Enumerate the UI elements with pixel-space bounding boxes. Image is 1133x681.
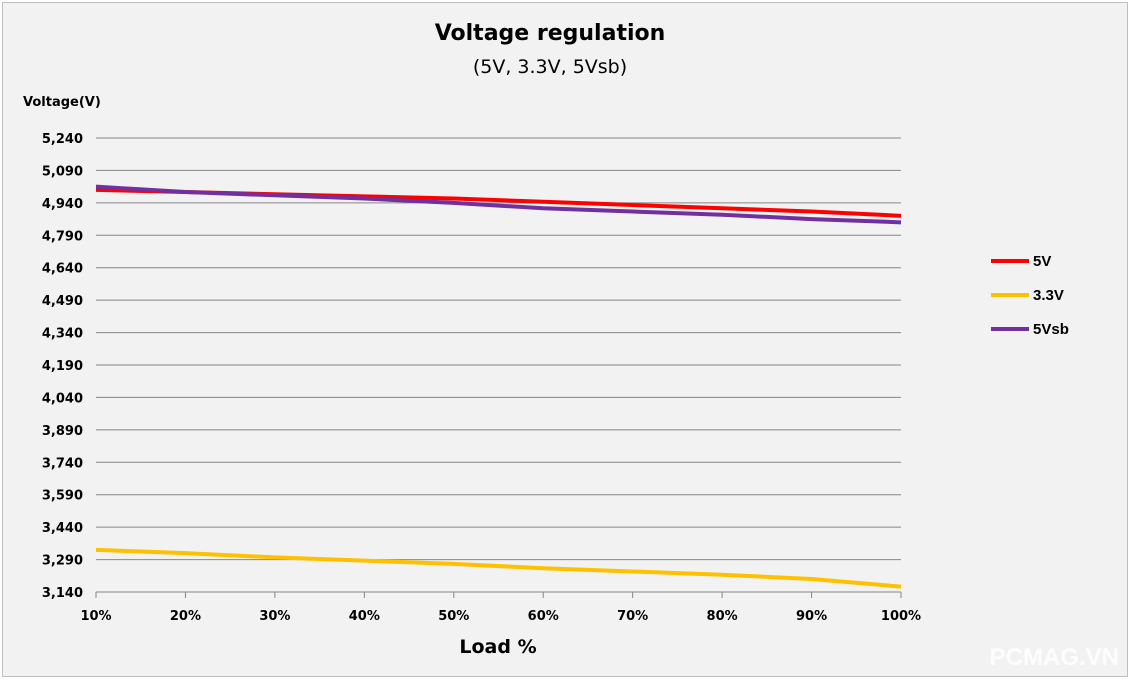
y-tick-label: 4,490 [42,294,83,309]
y-tick-label: 4,190 [42,359,83,374]
x-tick-label: 40% [349,609,380,624]
y-tick-label: 5,240 [42,132,83,147]
watermark: PCMAG.VN [990,644,1119,671]
y-tick-label: 3,590 [42,489,83,504]
chart-subtitle: (5V, 3.3V, 5Vsb) [473,56,627,78]
y-tick-label: 5,090 [42,164,83,179]
x-tick-label: 10% [80,609,111,624]
y-tick-label: 3,890 [42,424,83,439]
legend-label: 5Vsb [1033,321,1069,338]
x-tick-label: 20% [170,609,201,624]
legend-label: 3.3V [1033,287,1064,304]
y-tick-label: 3,140 [42,586,83,601]
series-line-3-3v [95,547,902,589]
y-tick-label: 4,940 [42,197,83,212]
x-tick-label: 70% [617,609,648,624]
y-tick-label: 4,790 [42,229,83,244]
legend-label: 5V [1033,253,1051,270]
y-axis-label: Voltage(V) [23,95,101,110]
y-tick-label: 4,640 [42,262,83,277]
x-tick-label: 50% [438,609,469,624]
chart-title: Voltage regulation [435,21,666,46]
x-tick-label: 80% [707,609,738,624]
y-tick-label: 3,440 [42,521,83,536]
x-tick-label: 90% [796,609,827,624]
voltage-chart: Voltage regulation (5V, 3.3V, 5Vsb) Volt… [23,21,1119,671]
y-tick-label: 3,740 [42,456,83,471]
y-tick-label: 4,040 [42,391,83,406]
x-axis-label: Load % [459,636,536,658]
y-tick-label: 3,290 [42,554,83,569]
series-line-5vsb [95,184,902,225]
x-tick-label: 100% [881,609,921,624]
x-tick-label: 60% [528,609,559,624]
y-tick-label: 4,340 [42,327,83,342]
x-tick-label: 30% [259,609,290,624]
